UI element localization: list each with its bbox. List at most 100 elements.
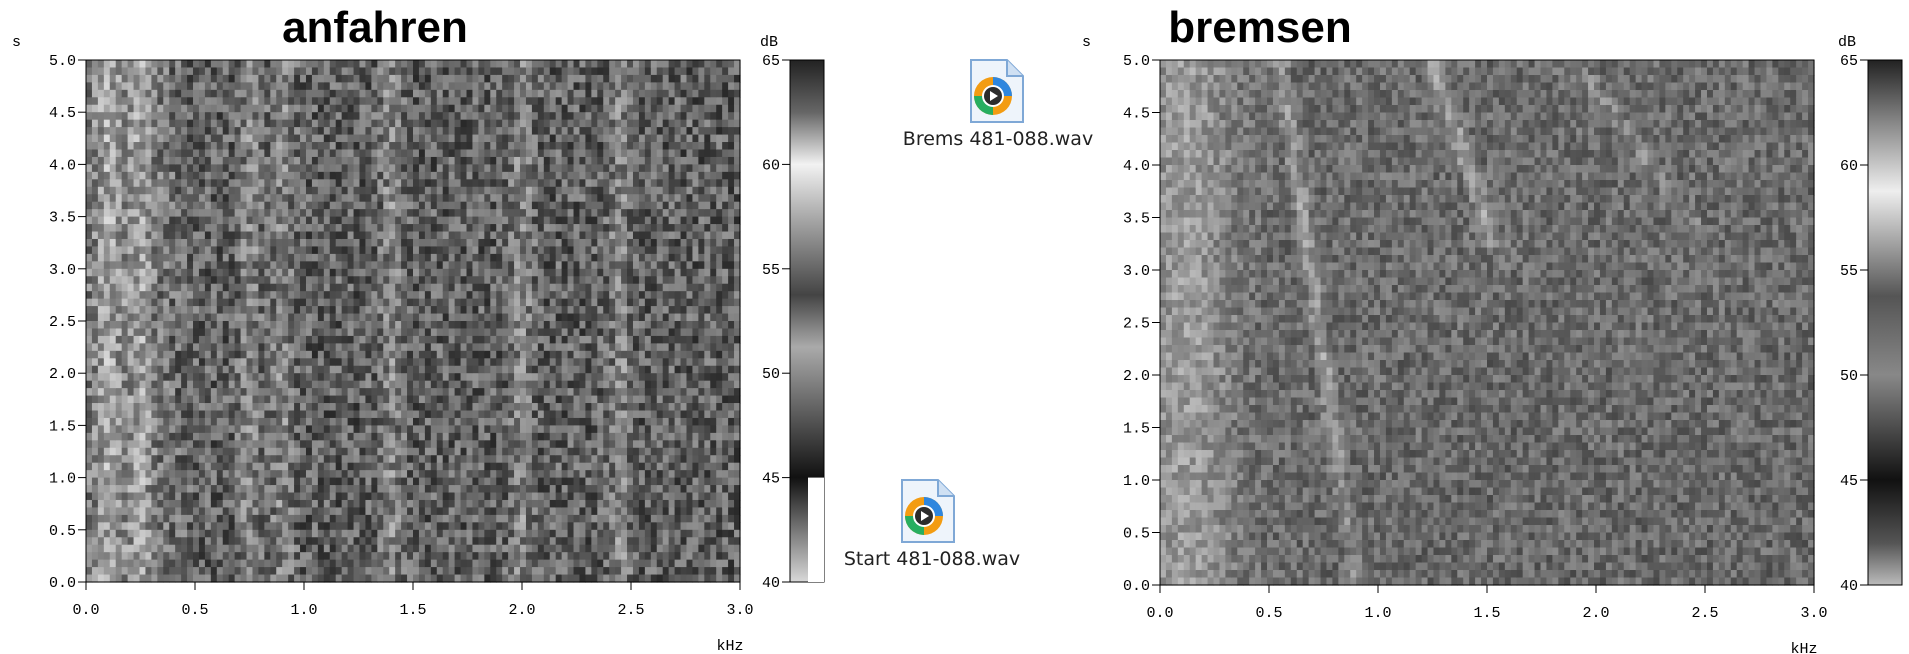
spectrogram-cell (109, 559, 117, 568)
spectrogram-cell (246, 82, 254, 91)
spectrogram-cell (115, 395, 123, 404)
spectrogram-cell (288, 283, 295, 292)
spectrogram-cell (204, 127, 212, 136)
spectrogram-cell (163, 156, 170, 165)
spectrogram-cell (133, 410, 141, 419)
spectrogram-cell (216, 365, 224, 374)
spectrogram-cell (323, 544, 331, 553)
spectrogram-cell (228, 201, 236, 210)
spectrogram-cell (288, 335, 295, 344)
spectrogram-cell (335, 567, 343, 576)
spectrogram-cell (187, 470, 194, 479)
spectrogram-cell (341, 231, 349, 240)
spectrogram-cell (365, 425, 372, 434)
spectrogram-cell (121, 552, 129, 561)
spectrogram-cell (204, 306, 212, 315)
spectrogram-cell (187, 291, 194, 300)
spectrogram-cell (448, 209, 456, 218)
spectrogram-cell (139, 60, 147, 69)
spectrogram-cell (258, 112, 265, 121)
spectrogram-cell (210, 485, 218, 494)
spectrogram-cell (264, 462, 271, 471)
spectrogram-cell (175, 328, 182, 337)
spectrogram-cell (436, 373, 444, 382)
spectrogram-cell (234, 82, 242, 91)
spectrogram-cell (139, 306, 147, 315)
spectrogram-cell (103, 246, 111, 255)
spectrogram-cell (258, 298, 265, 307)
spectrogram-cell (210, 298, 218, 307)
spectrogram-cell (323, 380, 331, 389)
spectrogram-cell (383, 380, 390, 389)
spectrogram-cell (210, 209, 218, 218)
spectrogram-cell (460, 216, 468, 225)
spectrogram-cell (424, 112, 432, 121)
spectrogram-cell (222, 499, 230, 509)
spectrogram-cell (305, 171, 313, 180)
spectrogram-cell (240, 74, 248, 83)
spectrogram-cell (103, 455, 111, 464)
spectrogram-cell (502, 350, 509, 359)
spectrogram-cell (121, 470, 129, 479)
spectrogram-cell (383, 149, 390, 158)
spectrogram-cell (472, 291, 479, 300)
spectrogram-cell (311, 164, 319, 173)
spectrogram-cell (413, 455, 420, 464)
spectrogram-cell (91, 142, 99, 151)
spectrogram-cell (163, 74, 170, 83)
spectrogram-cell (300, 373, 307, 382)
spectrogram-cell (472, 417, 479, 426)
spectrogram-cell (234, 291, 242, 300)
spectrogram-cell (276, 507, 283, 516)
spectrogram-cell (157, 231, 164, 240)
spectrogram-cell (86, 171, 93, 180)
spectrogram-cell (323, 246, 331, 255)
spectrogram-cell (204, 343, 212, 352)
spectrogram-cell (145, 350, 152, 359)
spectrogram-cell (413, 514, 420, 523)
spectrogram-cell (145, 403, 152, 412)
spectrogram-cell (317, 313, 325, 322)
spectrogram-cell (222, 529, 230, 538)
spectrogram-cell (181, 477, 188, 486)
spectrogram-cell (359, 440, 367, 449)
spectrogram-cell (353, 276, 361, 285)
spectrogram-cell (311, 142, 319, 151)
spectrogram-cell (466, 373, 474, 382)
spectrogram-cell (377, 552, 384, 561)
spectrogram-cell (210, 335, 218, 344)
spectrogram-cell (103, 74, 111, 83)
spectrogram-cell (222, 425, 230, 434)
spectrogram-cell (234, 507, 242, 516)
spectrogram-cell (335, 403, 343, 412)
spectrogram-cell (460, 127, 468, 136)
spectrogram-cell (294, 89, 301, 98)
spectrogram-cell (175, 246, 182, 255)
spectrogram-cell (323, 373, 331, 382)
spectrogram-cell (246, 261, 254, 270)
spectrogram-cell (341, 514, 349, 523)
spectrogram-cell (258, 261, 265, 270)
spectrogram-cell (353, 306, 361, 315)
spectrogram-cell (252, 321, 260, 330)
spectrogram-cell (430, 492, 438, 501)
spectrogram-cell (264, 67, 271, 76)
spectrogram-cell (246, 134, 254, 143)
spectrogram-cell (317, 514, 325, 523)
spectrogram-cell (222, 246, 230, 255)
spectrogram-cell (276, 194, 283, 203)
spectrogram-cell (258, 470, 265, 479)
spectrogram-cell (115, 499, 123, 509)
spectrogram-cell (413, 194, 420, 203)
spectrogram-cell (127, 432, 135, 441)
spectrogram-cell (323, 209, 331, 218)
spectrogram-cell (448, 544, 456, 553)
spectrogram-cell (276, 358, 283, 367)
spectrogram-cell (401, 514, 408, 523)
spectrogram-cell (145, 462, 152, 471)
spectrogram-cell (430, 477, 438, 486)
spectrogram-cell (240, 432, 248, 441)
spectrogram-cell (389, 425, 396, 434)
spectrogram-cell (502, 74, 509, 83)
spectrogram-cell (157, 559, 164, 568)
